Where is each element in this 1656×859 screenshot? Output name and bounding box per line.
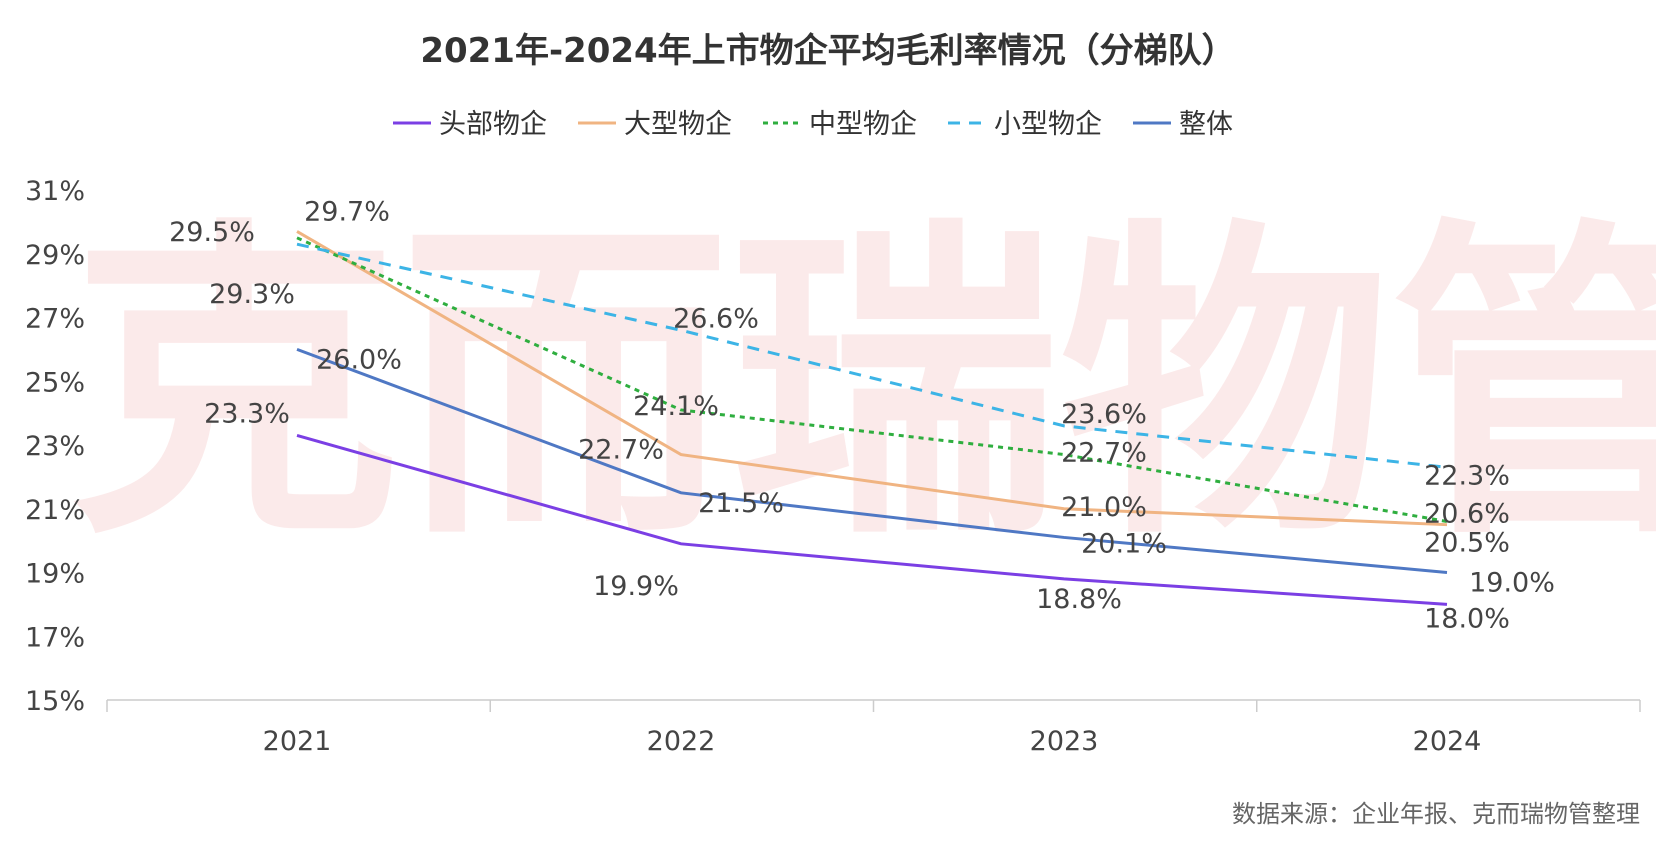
- series-line-4: [296, 347, 1448, 574]
- legend-label-0: 头部物企: [439, 109, 547, 140]
- data-label-3-3: 22.3%: [1424, 460, 1510, 491]
- watermark: 克而瑞物管: [70, 194, 1656, 578]
- legend-label-3: 小型物企: [994, 109, 1102, 140]
- x-tick-label: 2021: [263, 726, 332, 757]
- data-label-0-0: 23.3%: [204, 398, 290, 429]
- series-lines: [296, 230, 1448, 606]
- data-label-0-1: 19.9%: [593, 571, 679, 602]
- series-line-3: [296, 242, 1448, 469]
- y-axis: 15% 17% 19% 21% 23% 25% 27% 29% 31%: [25, 176, 85, 717]
- legend-label-2: 中型物企: [809, 109, 917, 140]
- y-tick-label: 31%: [25, 176, 85, 207]
- y-tick-label: 29%: [25, 240, 85, 271]
- legend: 头部物企 大型物企 中型物企 小型物企 整体: [393, 109, 1233, 140]
- x-tick-label: 2024: [1413, 726, 1482, 757]
- y-tick-label: 19%: [25, 559, 85, 590]
- y-tick-label: 17%: [25, 622, 85, 653]
- chart-title: 2021年-2024年上市物企平均毛利率情况（分梯队）: [420, 31, 1235, 71]
- data-label-4-0: 26.0%: [316, 344, 402, 375]
- series-line-0: [296, 433, 1448, 606]
- data-label-3-0: 29.3%: [209, 279, 295, 310]
- data-label-2-0: 29.5%: [169, 217, 255, 248]
- x-axis: 2021 2022 2023 2024: [106, 699, 1641, 757]
- data-label-1-1: 22.7%: [578, 435, 664, 466]
- data-label-4-1: 21.5%: [698, 488, 784, 519]
- data-label-0-2: 18.8%: [1036, 584, 1122, 615]
- data-labels: 23.3% 19.9% 18.8% 18.0% 29.7% 22.7% 21.0% 20.5%…: [169, 196, 1555, 634]
- data-label-0-3: 18.0%: [1424, 603, 1510, 634]
- data-label-3-2: 23.6%: [1061, 399, 1147, 430]
- y-tick-label: 21%: [25, 495, 85, 526]
- data-label-2-1: 24.1%: [633, 391, 719, 422]
- source-note: 数据来源：企业年报、克而瑞物管整理: [1232, 800, 1640, 828]
- data-label-1-2: 21.0%: [1061, 492, 1147, 523]
- data-label-2-2: 22.7%: [1061, 438, 1147, 469]
- data-label-4-2: 20.1%: [1081, 528, 1167, 559]
- data-label-2-3: 20.6%: [1424, 499, 1510, 530]
- data-label-1-0: 29.7%: [304, 196, 390, 227]
- series-line-2: [296, 236, 1448, 523]
- data-label-3-1: 26.6%: [673, 303, 759, 334]
- x-tick-label: 2023: [1030, 726, 1099, 757]
- y-tick-label: 27%: [25, 304, 85, 335]
- legend-label-4: 整体: [1179, 109, 1233, 140]
- y-tick-label: 25%: [25, 367, 85, 398]
- data-label-1-3: 20.5%: [1424, 528, 1510, 559]
- legend-label-1: 大型物企: [624, 109, 732, 140]
- y-tick-label: 15%: [25, 686, 85, 717]
- x-tick-label: 2022: [647, 726, 716, 757]
- y-tick-label: 23%: [25, 431, 85, 462]
- series-line-1: [296, 230, 1448, 527]
- data-label-4-3: 19.0%: [1469, 568, 1555, 599]
